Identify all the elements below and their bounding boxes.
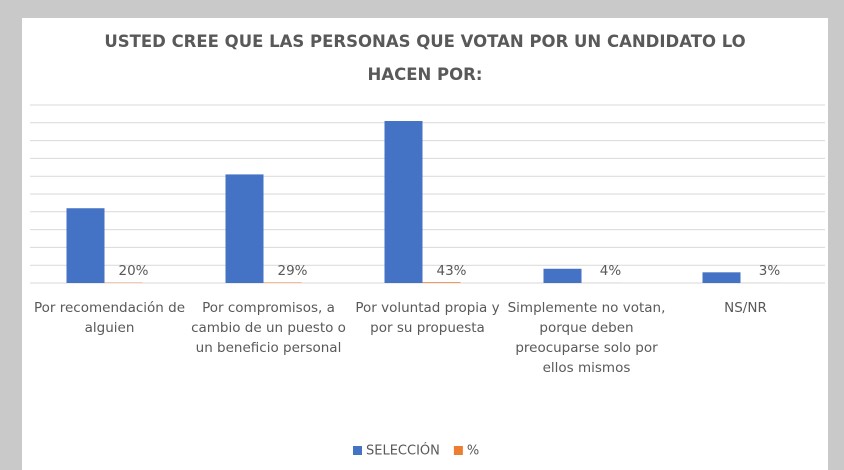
bar — [702, 272, 741, 283]
legend-label: % — [467, 444, 479, 459]
bar — [422, 282, 461, 283]
data-label: 4% — [600, 263, 622, 279]
x-tick-label: Simplemente no votan, porque deben preoc… — [507, 300, 666, 376]
data-label: 29% — [277, 263, 307, 279]
x-tick-label: Por compromisos, a cambio de un puesto o… — [191, 300, 346, 356]
bar — [225, 174, 264, 283]
data-label: 20% — [118, 263, 148, 279]
chart-title: USTED CREE QUE LAS PERSONAS QUE VOTAN PO… — [104, 32, 745, 84]
bar — [263, 282, 302, 283]
data-label: 43% — [436, 263, 466, 279]
legend-swatch — [353, 446, 362, 455]
bar — [384, 121, 423, 284]
x-tick-label: NS/NR — [724, 300, 767, 316]
bar — [543, 268, 582, 283]
x-tick-label: Por recomendación de alguien — [33, 300, 185, 336]
legend-swatch — [453, 446, 463, 455]
data-label: 3% — [759, 263, 781, 279]
bar — [66, 208, 105, 283]
x-tick-label: Por voluntad propia y por su propuesta — [355, 300, 500, 336]
legend-label: SELECCIÓN — [366, 443, 440, 459]
chart-area — [22, 18, 828, 470]
